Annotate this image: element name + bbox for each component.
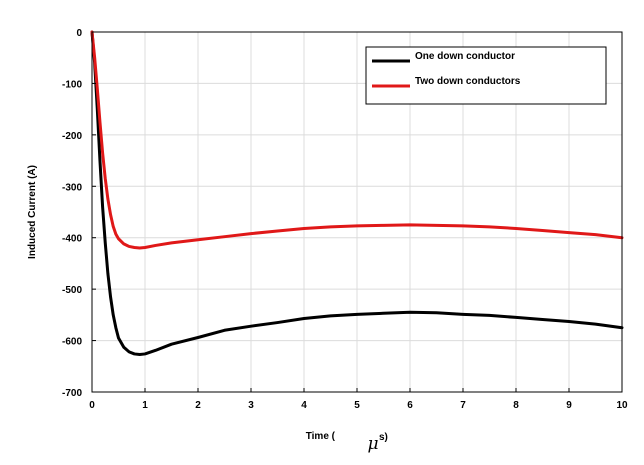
- x-tick-label: 5: [354, 400, 360, 411]
- y-tick-label: -300: [62, 182, 82, 193]
- x-tick-label: 4: [301, 400, 307, 411]
- x-tick-label: 6: [407, 400, 413, 411]
- y-tick-label: -200: [62, 131, 82, 142]
- ticks: 0 1 2 3 4 5 6 7 8 9 10 0 -100 -200 -300 -400 -500 -600 -70…: [62, 28, 628, 411]
- y-tick-label: -100: [62, 79, 82, 90]
- x-tick-label: 7: [460, 400, 466, 411]
- legend: One down conductor Two down conductors: [365, 46, 607, 105]
- x-tick-label: 0: [89, 400, 95, 411]
- y-tick-label: -700: [62, 388, 82, 399]
- y-axis-label: Induced Current (A): [27, 165, 38, 259]
- legend-label-two-down-conductors: Two down conductors: [415, 76, 521, 87]
- x-tick-label: 9: [566, 400, 572, 411]
- x-tick-label: 10: [616, 400, 628, 411]
- series-line-two-down-conductors: [90, 30, 624, 250]
- y-tick-label: -600: [62, 337, 82, 348]
- y-tick-label: -500: [62, 285, 82, 296]
- series-group: [90, 30, 624, 356]
- legend-label-one-down-conductor: One down conductor: [415, 51, 515, 62]
- y-tick-label: 0: [76, 28, 82, 39]
- x-tick-label: 2: [195, 400, 201, 411]
- x-tick-label: 3: [248, 400, 254, 411]
- x-axis-label-suffix: s): [379, 432, 388, 443]
- x-axis-label-prefix: Time (: [306, 431, 336, 442]
- legend-box: [365, 46, 607, 105]
- x-axis-label-symbol: μ: [367, 434, 378, 454]
- y-tick-label: -400: [62, 234, 82, 245]
- series-line-one-down-conductor: [90, 30, 624, 356]
- x-tick-label: 1: [142, 400, 148, 411]
- x-tick-label: 8: [513, 400, 519, 411]
